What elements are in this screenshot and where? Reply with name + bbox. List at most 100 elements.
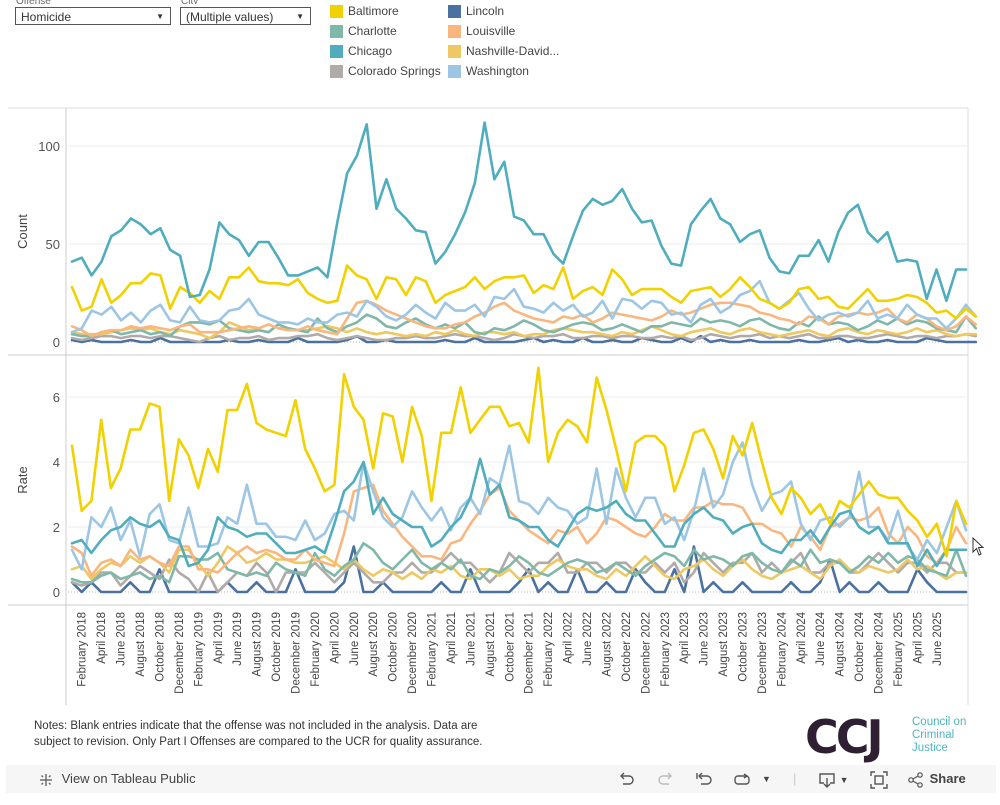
rate-series-chicago [70,457,968,568]
x-tick-label: August 2021 [485,612,497,677]
count-y-tick-label: 100 [38,139,60,154]
x-tick-label: December 2023 [757,612,769,694]
logo-text-line-1: Council on [912,716,967,728]
legend-label: Colorado Springs [348,64,441,78]
rate-y-tick-label: 6 [53,390,60,405]
x-tick-label: June 2025 [932,612,944,666]
x-tick-label: October 2021 [504,612,516,682]
x-tick-label: December 2019 [291,612,303,694]
x-tick-label: August 2018 [135,612,147,677]
x-tick-label: April 2018 [96,612,108,664]
count-y-tick-label: 0 [53,335,60,350]
share-icon [908,771,923,788]
redo-icon [658,772,672,785]
x-tick-label: August 2019 [252,612,264,677]
count-y-axis-title: Count [15,214,30,249]
chevron-down-icon: ▼ [296,12,304,21]
x-tick-label: June 2019 [232,612,244,666]
revert-button[interactable] [694,765,714,793]
undo-button[interactable] [618,765,636,793]
x-tick-label: August 2023 [718,612,730,677]
logo-text-line-2: Criminal [912,729,955,741]
x-tick-label: June 2022 [582,612,594,666]
x-tick-label: April 2024 [796,611,808,663]
share-button[interactable]: Share [908,765,966,793]
x-tick-label: June 2020 [349,612,361,666]
fullscreen-button[interactable] [870,765,888,793]
legend-swatch [448,5,461,18]
legend-label: Chicago [348,44,393,58]
x-tick-label: December 2020 [407,612,419,694]
x-tick-label: October 2024 [854,611,866,681]
count-series-washington [70,279,978,334]
x-tick-label: February 2024 [776,611,788,686]
count-series-lincoln [70,334,978,344]
legend-swatch [448,45,461,58]
legend-label: Baltimore [348,4,399,18]
x-tick-label: October 2018 [155,612,167,682]
rate-series-baltimore [70,366,968,558]
redo-button[interactable] [656,765,674,793]
x-tick-label: August 2020 [368,612,380,677]
download-button[interactable]: ▼ [818,765,849,793]
x-tick-label: December 2021 [524,612,536,694]
undo-icon [620,772,634,785]
legend-swatch [448,65,461,78]
x-tick-label: October 2022 [621,612,633,682]
city-filter-label: City [181,0,198,4]
x-tick-label: February 2025 [893,612,905,687]
refresh-button[interactable] [732,765,752,793]
rate-y-tick-label: 2 [53,520,60,535]
x-tick-label: December 2024 [874,611,886,693]
offense-filter-label: Offense [16,0,51,4]
x-tick-label: October 2019 [271,612,283,682]
logo-text: Council on Criminal Justice [912,716,992,755]
x-tick-label: December 2018 [174,612,186,694]
refresh-dropdown-button[interactable]: ▼ [762,765,771,793]
count-series-louisville [70,299,978,338]
x-tick-label: June 2021 [465,612,477,666]
count-series-chicago [70,121,968,303]
revert-icon [696,772,712,785]
legend-swatch [330,25,343,38]
x-tick-label: December 2022 [640,612,652,694]
legend-swatch [330,45,343,58]
chevron-down-icon: ▼ [156,12,164,21]
x-tick-label: February 2018 [77,612,89,687]
chart-area: 0 50 100 Count 0 2 4 6 Rate February 2018 April 20… [8,107,978,705]
legend-swatch [330,5,343,18]
mouse-cursor-icon [972,537,985,556]
tableau-toolbar: View on Tableau Public ▼ | ▼ Share [6,765,996,793]
rate-series-washington [70,441,968,571]
count-series-nashville-davidson [70,321,978,340]
caret-down-icon: ▼ [762,774,771,784]
notes-line-1: Notes: Blank entries indicate that the o… [34,720,478,732]
download-icon [819,772,835,788]
x-tick-label: June 2023 [699,612,711,666]
x-tick-label: April 2023 [679,612,691,664]
count-y-tick-label: 50 [46,237,60,252]
x-tick-label: June 2024 [815,611,827,665]
legend-swatch [330,65,343,78]
x-tick-label: June 2018 [116,612,128,666]
city-filter-dropdown[interactable]: (Multiple values) ▼ [180,7,311,25]
view-on-tableau-label: View on Tableau Public [61,771,196,786]
x-tick-label: April 2019 [213,612,225,664]
caret-down-icon: ▼ [839,775,849,785]
x-tick-label: October 2020 [388,612,400,682]
x-tick-label: April 2022 [563,612,575,664]
x-tick-label: October 2023 [738,612,750,682]
view-on-tableau-button[interactable]: View on Tableau Public [38,765,196,793]
city-filter-value: (Multiple values) [186,10,274,24]
offense-filter-dropdown[interactable]: Homicide ▼ [15,7,171,25]
x-tick-label: February 2020 [310,612,322,687]
x-tick-label: April 2020 [329,612,341,664]
x-tick-label: February 2019 [193,612,205,687]
logo-mark: CCJ [805,710,884,764]
legend-label: Nashville-David... [466,44,560,58]
rate-series-colorado-springs [70,551,968,594]
rate-y-tick-label: 0 [53,585,60,600]
notes-line-2: subject to revision. Only Part I Offense… [34,736,483,748]
tableau-logo-icon [40,773,52,786]
toolbar-divider: | [793,771,797,786]
